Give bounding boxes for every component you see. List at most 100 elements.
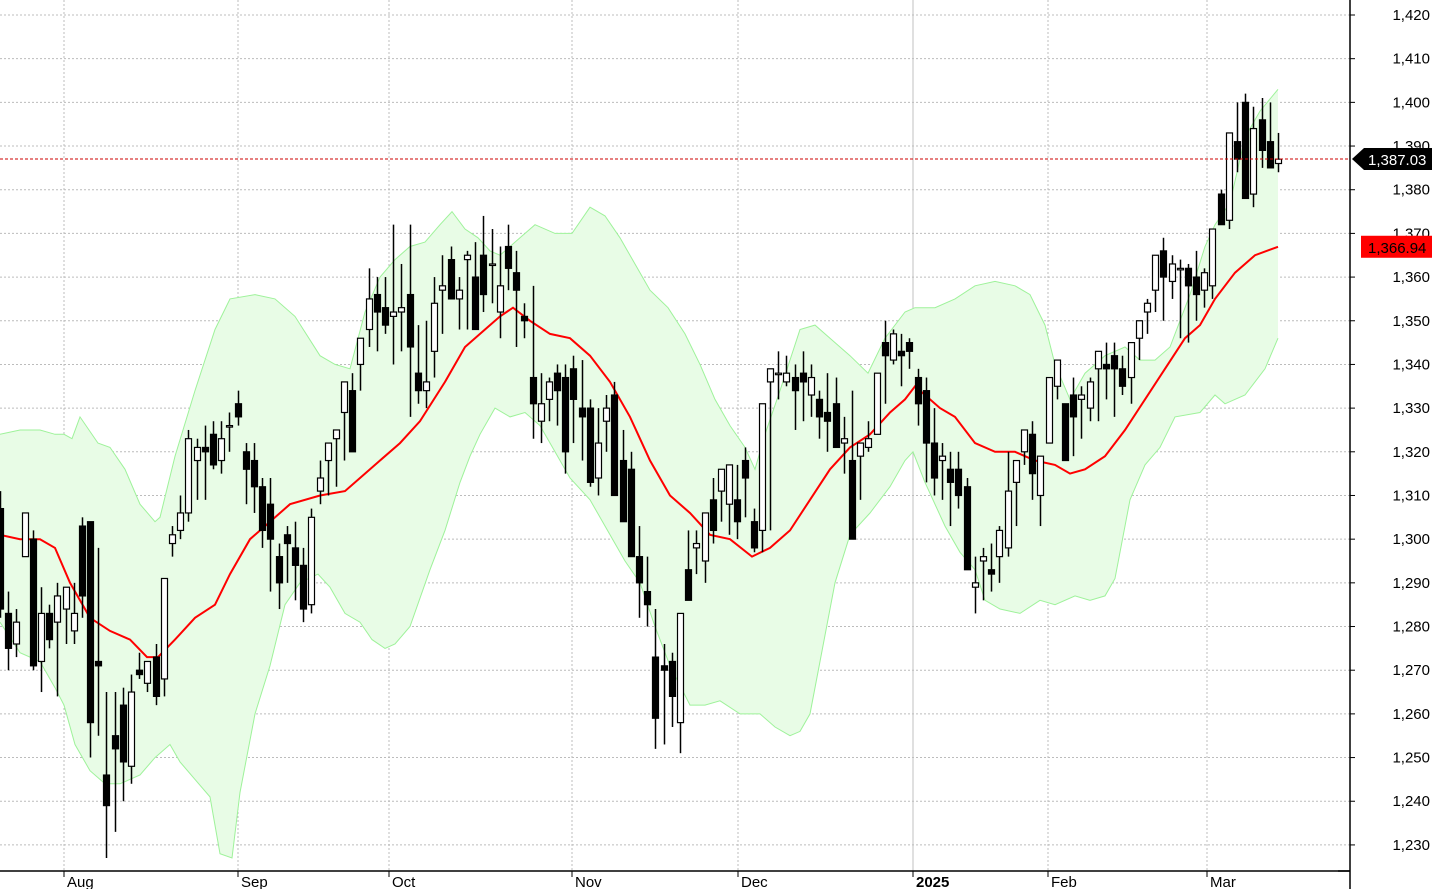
candle[interactable] — [791, 364, 800, 430]
candle[interactable] — [119, 687, 128, 802]
candle[interactable] — [627, 451, 636, 558]
candle[interactable] — [815, 390, 824, 439]
candle[interactable] — [1159, 237, 1168, 321]
candle[interactable] — [209, 421, 218, 470]
candle[interactable] — [258, 478, 267, 548]
candle[interactable] — [1249, 106, 1258, 208]
candle[interactable] — [332, 429, 341, 487]
candle[interactable] — [545, 377, 554, 422]
candle[interactable] — [701, 512, 710, 583]
candle[interactable] — [979, 547, 988, 601]
candle[interactable] — [1135, 320, 1144, 361]
candle[interactable] — [225, 412, 234, 452]
candle[interactable] — [930, 408, 939, 496]
candle[interactable] — [365, 268, 374, 347]
candle[interactable] — [610, 381, 619, 497]
candle[interactable] — [21, 512, 30, 558]
candle[interactable] — [864, 421, 873, 452]
candle[interactable] — [504, 224, 513, 291]
candle[interactable] — [217, 421, 226, 474]
candle[interactable] — [1127, 342, 1136, 404]
candle[interactable] — [995, 526, 1004, 583]
candle[interactable] — [799, 351, 808, 422]
candle[interactable] — [684, 530, 693, 601]
candle[interactable] — [45, 604, 54, 649]
candle[interactable] — [4, 591, 13, 671]
candle[interactable] — [1061, 403, 1070, 462]
candle[interactable] — [1176, 259, 1185, 339]
candle[interactable] — [193, 438, 202, 500]
candle[interactable] — [660, 643, 669, 745]
candle[interactable] — [316, 460, 325, 505]
candle[interactable] — [1110, 342, 1119, 417]
candle[interactable] — [0, 491, 5, 618]
candle[interactable] — [324, 442, 333, 496]
candle[interactable] — [651, 609, 660, 749]
candle[interactable] — [348, 373, 357, 453]
candle[interactable] — [283, 526, 292, 583]
candle[interactable] — [381, 277, 390, 334]
candle[interactable] — [160, 577, 169, 697]
candle[interactable] — [717, 468, 726, 522]
candle[interactable] — [389, 224, 398, 365]
candle[interactable] — [586, 399, 595, 487]
candle[interactable] — [946, 451, 955, 527]
candle[interactable] — [356, 337, 365, 391]
candle[interactable] — [135, 652, 144, 679]
candle[interactable] — [643, 556, 652, 627]
candle[interactable] — [422, 320, 431, 409]
candle[interactable] — [987, 543, 996, 592]
candle[interactable] — [1168, 255, 1177, 299]
candle[interactable] — [455, 277, 464, 330]
candle[interactable] — [176, 495, 185, 540]
candle[interactable] — [725, 464, 734, 535]
candle[interactable] — [971, 556, 980, 614]
candle[interactable] — [397, 263, 406, 352]
candle[interactable] — [1036, 455, 1045, 527]
candle[interactable] — [905, 338, 914, 369]
candle[interactable] — [922, 377, 931, 483]
candle[interactable] — [447, 246, 456, 300]
candle[interactable] — [938, 443, 947, 500]
candle[interactable] — [897, 333, 906, 387]
candle[interactable] — [29, 530, 38, 671]
candle[interactable] — [676, 612, 685, 754]
candle[interactable] — [1274, 132, 1283, 173]
candle[interactable] — [1077, 386, 1086, 439]
candle[interactable] — [479, 215, 488, 313]
candle[interactable] — [471, 242, 480, 331]
candle[interactable] — [70, 582, 79, 644]
candle[interactable] — [152, 643, 161, 706]
candle[interactable] — [1118, 355, 1127, 396]
candle[interactable] — [414, 325, 423, 404]
candle[interactable] — [963, 478, 972, 571]
candle[interactable] — [1102, 342, 1111, 400]
candle[interactable] — [668, 652, 677, 727]
candle[interactable] — [86, 521, 95, 758]
candle[interactable] — [553, 364, 562, 426]
candle[interactable] — [619, 429, 628, 523]
candle[interactable] — [1069, 377, 1078, 457]
candle[interactable] — [496, 246, 505, 339]
candle[interactable] — [242, 443, 251, 505]
candle[interactable] — [201, 425, 210, 500]
candle[interactable] — [635, 526, 644, 618]
candle[interactable] — [184, 429, 193, 522]
candle[interactable] — [1192, 250, 1201, 321]
candle[interactable] — [1004, 451, 1013, 557]
candle[interactable] — [1045, 376, 1054, 444]
candle[interactable] — [12, 609, 21, 658]
candle[interactable] — [1200, 268, 1209, 308]
candle[interactable] — [78, 517, 87, 618]
candle[interactable] — [275, 543, 284, 610]
candle[interactable] — [250, 443, 259, 513]
candle[interactable] — [758, 403, 767, 553]
candle[interactable] — [561, 364, 570, 474]
candle[interactable] — [463, 250, 472, 330]
candle[interactable] — [782, 355, 791, 387]
candle[interactable] — [881, 320, 890, 404]
candle[interactable] — [954, 451, 963, 509]
candle[interactable] — [102, 692, 111, 859]
